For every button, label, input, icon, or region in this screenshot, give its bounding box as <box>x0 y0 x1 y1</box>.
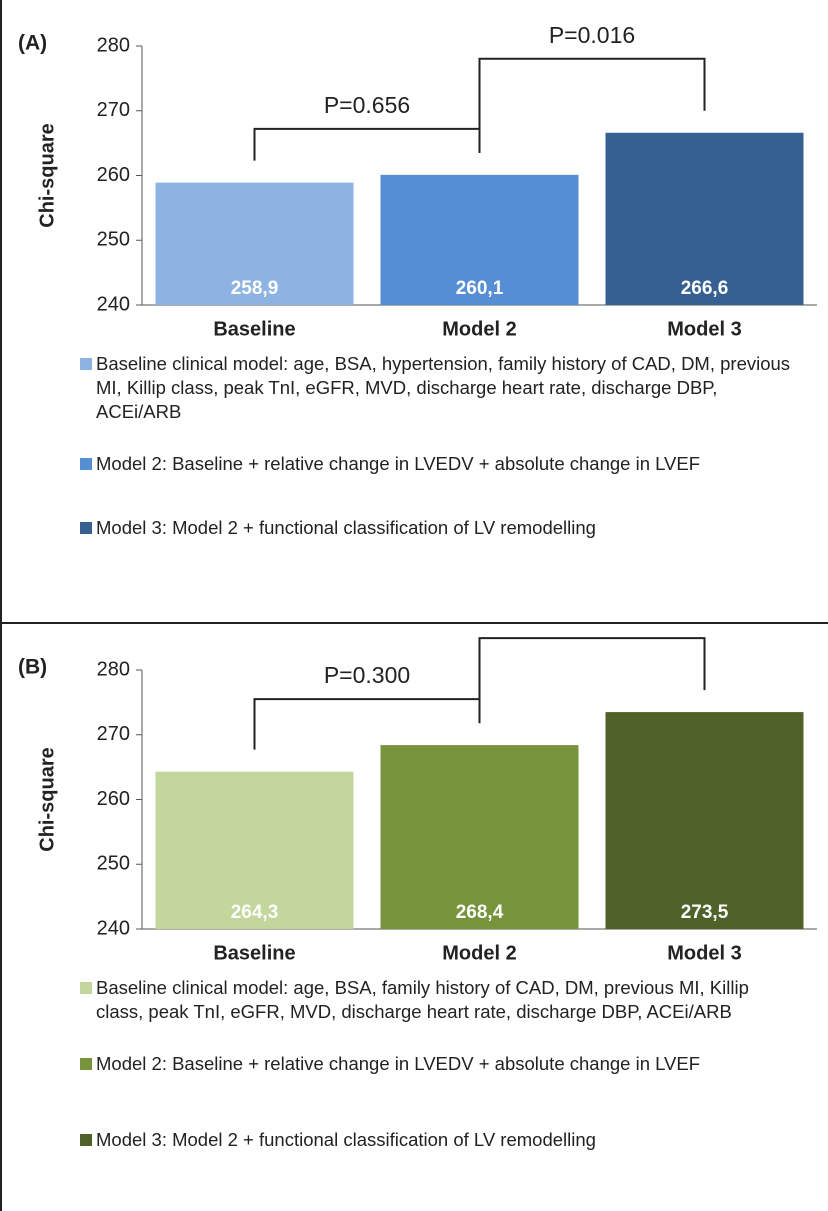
value-label: 258,9 <box>231 278 279 299</box>
legend: Baseline clinical model: age, BSA, famil… <box>80 976 800 1152</box>
y-tick-label: 260 <box>97 788 130 810</box>
legend-text: Model 2: Baseline + relative change in L… <box>96 453 701 474</box>
chart: (A) Chi-square 240 250 260 270 280 258,9 Baselin… <box>18 22 817 340</box>
legend-text: Baseline clinical model: age, BSA, hyper… <box>96 353 791 422</box>
legend-swatch <box>80 358 92 370</box>
x-tick-label: Model 2 <box>442 318 516 340</box>
legend-swatch <box>80 1134 92 1146</box>
legend-entry: Model 3: Model 2 + functional classifica… <box>80 1128 800 1152</box>
y-tick-label: 250 <box>97 853 130 875</box>
legend-swatch <box>80 1058 92 1070</box>
y-tick-label: 240 <box>97 293 130 315</box>
value-label: 264,3 <box>231 902 279 923</box>
y-tick-label: 240 <box>97 917 130 939</box>
panel-label: (A) <box>18 32 47 55</box>
y-tick-label: 250 <box>97 229 130 251</box>
bar <box>605 132 804 305</box>
legend-text: Model 3: Model 2 + functional classifica… <box>96 517 596 538</box>
panel: (A) Chi-square 240 250 260 270 280 258,9 Baselin… <box>2 0 828 622</box>
y-tick-label: 270 <box>97 723 130 745</box>
y-tick-label: 270 <box>97 99 130 121</box>
legend-entry: Model 2: Baseline + relative change in L… <box>80 1052 800 1076</box>
y-tick-label: 280 <box>97 34 130 56</box>
bar <box>605 712 804 929</box>
legend-text: Baseline clinical model: age, BSA, famil… <box>96 977 749 1022</box>
x-tick-label: Model 2 <box>442 942 516 964</box>
x-tick-label: Baseline <box>213 942 295 964</box>
legend-entry: Baseline clinical model: age, BSA, famil… <box>80 976 800 1024</box>
legend: Baseline clinical model: age, BSA, hyper… <box>80 352 800 540</box>
panel: (B) Chi-square 240 250 260 270 280 264,3 Baselin… <box>2 601 828 1211</box>
legend-swatch <box>80 982 92 994</box>
x-tick-label: Baseline <box>213 318 295 340</box>
value-label: 268,4 <box>456 902 504 923</box>
y-tick-label: 280 <box>97 658 130 680</box>
bar <box>155 771 354 929</box>
bar <box>380 745 579 929</box>
legend-swatch <box>80 458 92 470</box>
significance-bracket <box>478 637 706 724</box>
legend-text: Model 2: Baseline + relative change in L… <box>96 1053 701 1074</box>
legend-text: Model 3: Model 2 + functional classifica… <box>96 1129 596 1150</box>
legend-entry: Model 2: Baseline + relative change in L… <box>80 452 800 476</box>
y-axis-label: Chi-square <box>36 123 58 227</box>
legend-entry: Baseline clinical model: age, BSA, hyper… <box>80 352 800 424</box>
p-value: P=0.656 <box>324 92 410 118</box>
legend-entry: Model 3: Model 2 + functional classifica… <box>80 516 800 540</box>
significance-bracket <box>478 57 706 153</box>
panel-label: (B) <box>18 656 47 679</box>
bar <box>380 174 579 305</box>
value-label: 273,5 <box>681 902 729 923</box>
x-tick-label: Model 3 <box>667 942 741 964</box>
legend-swatch <box>80 522 92 534</box>
p-value: P=0.016 <box>549 22 635 48</box>
y-tick-label: 260 <box>97 164 130 186</box>
p-value: P=0.029 <box>549 624 635 627</box>
y-axis-label: Chi-square <box>36 747 58 851</box>
value-label: 260,1 <box>456 278 504 299</box>
significance-bracket <box>253 698 481 750</box>
p-value: P=0.300 <box>324 662 410 688</box>
value-label: 266,6 <box>681 278 729 299</box>
significance-bracket <box>253 127 481 161</box>
chart: (B) Chi-square 240 250 260 270 280 264,3 Baselin… <box>18 601 817 964</box>
bar <box>155 182 354 305</box>
x-tick-label: Model 3 <box>667 318 741 340</box>
